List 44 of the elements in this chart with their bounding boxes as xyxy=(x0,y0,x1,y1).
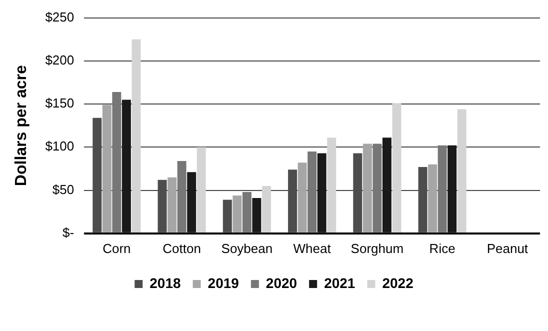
bar xyxy=(392,103,402,232)
x-tick-label: Rice xyxy=(429,240,456,256)
bar xyxy=(252,198,262,232)
x-tick-label: Sorghum xyxy=(350,240,404,256)
legend-label: 2019 xyxy=(208,274,240,291)
bar xyxy=(298,162,307,232)
y-tick-label: $50 xyxy=(52,182,74,197)
bar xyxy=(132,39,141,232)
bar xyxy=(102,104,112,232)
bar xyxy=(457,109,466,232)
bar xyxy=(177,160,186,232)
bar xyxy=(362,144,372,232)
y-tick-label: $150 xyxy=(45,96,74,111)
bar xyxy=(308,151,317,232)
bar xyxy=(112,92,122,232)
bar xyxy=(317,153,326,232)
bar xyxy=(262,186,271,232)
y-axis-title: Dollars per acre xyxy=(13,65,30,186)
bar xyxy=(187,172,196,232)
bar xyxy=(168,177,177,232)
bar xyxy=(372,144,382,232)
y-tick-label: $250 xyxy=(45,9,74,24)
y-tick-label: $200 xyxy=(45,52,74,68)
x-tick-label: Soybean xyxy=(221,240,273,256)
legend-label: 2022 xyxy=(382,274,414,291)
legend-label: 2020 xyxy=(266,274,298,291)
bar xyxy=(122,100,131,232)
bar xyxy=(242,192,252,232)
legend-label: 2018 xyxy=(150,274,181,291)
x-tick-label: Wheat xyxy=(293,240,332,256)
bar xyxy=(327,138,336,232)
bar xyxy=(382,138,392,232)
x-tick-label: Corn xyxy=(102,240,131,256)
bar xyxy=(438,145,447,232)
bar xyxy=(196,147,206,232)
bar xyxy=(222,200,232,232)
bar xyxy=(448,145,457,232)
y-tick-label: $- xyxy=(62,224,74,240)
x-tick-label: Peanut xyxy=(486,240,528,256)
x-tick-label: Cotton xyxy=(162,240,201,256)
legend-label: 2021 xyxy=(324,274,356,291)
y-tick-label: $100 xyxy=(45,138,74,154)
bar xyxy=(232,195,242,232)
bar xyxy=(428,164,438,232)
